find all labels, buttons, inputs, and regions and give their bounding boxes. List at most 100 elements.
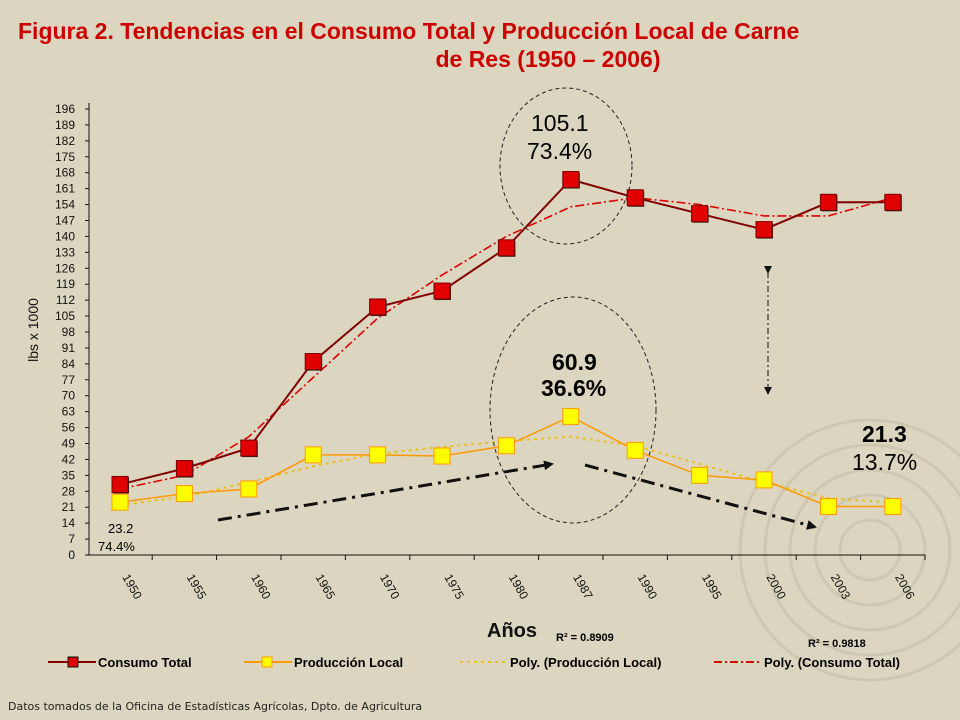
y-tick-label: 14	[62, 516, 76, 530]
y-tick-label: 0	[68, 548, 75, 562]
x-tick-label: 1980	[506, 572, 532, 602]
y-tick-label: 140	[55, 229, 75, 243]
point-produccion	[304, 446, 322, 464]
legend-label-poly-consumo: Poly. (Consumo Total)	[764, 655, 900, 670]
x-tick-label: 1965	[313, 572, 339, 602]
y-tick-label: 21	[62, 500, 76, 514]
y-tick-label: 133	[55, 245, 75, 259]
legend-item-poly-produccion: Poly. (Producción Local)	[460, 655, 661, 670]
y-tick-label: 56	[62, 421, 76, 435]
y-tick-label: 84	[62, 357, 76, 371]
rise-arrow	[217, 460, 554, 522]
y-tick-label: 161	[55, 182, 75, 196]
point-consumo	[497, 239, 515, 257]
x-tick-label: 2006	[892, 572, 918, 602]
peak-produccion-value: 60.9	[552, 349, 597, 375]
x-axis: 1950 1955 1960 1965 1970 1975 1980 1987 1990 1995…	[89, 554, 926, 602]
x-tick-label: 1995	[699, 572, 725, 602]
point-produccion	[111, 493, 129, 511]
y-tick-label: 105	[55, 309, 75, 323]
peak-produccion-pct: 36.6%	[541, 375, 606, 401]
legend-item-poly-consumo: Poly. (Consumo Total)	[714, 655, 900, 670]
legend-label-consumo: Consumo Total	[98, 655, 192, 670]
start-value-label: 23.2	[108, 521, 133, 536]
x-tick-label: 1990	[635, 572, 661, 602]
point-produccion	[562, 407, 580, 425]
point-consumo	[240, 439, 258, 457]
x-tick-label: 1960	[248, 572, 274, 602]
x-axis-label: Años	[487, 620, 537, 642]
y-tick-label: 112	[56, 293, 75, 307]
legend-item-consumo: Consumo Total	[48, 655, 192, 670]
end-pct-label: 13.7%	[852, 449, 917, 475]
y-tick-label: 168	[55, 166, 75, 180]
peak-consumo-value: 105.1	[531, 110, 589, 136]
point-produccion	[884, 498, 902, 516]
point-consumo	[369, 298, 387, 316]
y-tick-label: 189	[55, 118, 75, 132]
title-line-1: Figura 2. Tendencias en el Consumo Total…	[18, 18, 800, 44]
series-layer	[111, 171, 902, 516]
point-consumo	[111, 475, 129, 493]
point-produccion	[755, 471, 773, 489]
y-tick-label: 49	[62, 437, 76, 451]
fall-arrow	[584, 463, 817, 530]
point-produccion	[433, 447, 451, 465]
r2-produccion: R² = 0.8909	[556, 632, 614, 644]
point-consumo	[626, 189, 644, 207]
x-tick-label: 1950	[119, 572, 145, 602]
y-tick-label: 35	[62, 468, 76, 482]
peak-produccion-ellipse	[489, 296, 657, 524]
y-tick-label: 70	[62, 389, 76, 403]
y-tick-label: 28	[62, 484, 76, 498]
r2-consumo: R² = 0.9818	[808, 638, 866, 650]
y-tick-label: 147	[55, 214, 75, 228]
legend: Consumo Total Producción Local Poly. (Pr…	[48, 655, 900, 670]
peak-consumo-pct: 73.4%	[527, 138, 592, 164]
source-note: Datos tomados de la Oficina de Estadísti…	[8, 700, 423, 713]
point-consumo	[175, 460, 193, 478]
decorative-rings	[738, 418, 960, 682]
y-tick-label: 119	[56, 277, 75, 291]
series-line-produccion	[119, 415, 893, 508]
x-tick-label: 2000	[763, 572, 789, 602]
point-consumo	[304, 353, 322, 371]
point-consumo	[819, 193, 837, 211]
point-consumo	[691, 205, 709, 223]
x-tick-label: 1987	[570, 572, 596, 602]
y-tick-label: 7	[68, 532, 75, 546]
point-produccion	[175, 485, 193, 503]
y-tick-label: 77	[62, 373, 76, 387]
point-consumo	[562, 171, 580, 189]
point-produccion	[691, 466, 709, 484]
peak-consumo-ellipse	[499, 87, 633, 245]
start-pct-label: 74.4%	[98, 539, 135, 554]
point-produccion	[369, 446, 387, 464]
legend-label-produccion: Producción Local	[294, 655, 403, 670]
y-axis-label: lbs x 1000	[25, 298, 41, 362]
point-produccion	[240, 480, 258, 498]
point-produccion	[497, 437, 515, 455]
x-tick-label: 1955	[184, 572, 210, 602]
point-produccion	[626, 441, 644, 459]
y-tick-label: 63	[62, 405, 76, 419]
point-produccion	[819, 498, 837, 516]
y-tick-label: 175	[55, 150, 75, 164]
y-tick-label: 126	[55, 261, 75, 275]
end-value-label: 21.3	[862, 421, 907, 447]
point-consumo	[755, 221, 773, 239]
y-tick-label: 98	[62, 325, 76, 339]
point-consumo	[433, 282, 451, 300]
y-tick-label: 154	[55, 198, 75, 212]
x-tick-label: 1970	[377, 572, 403, 602]
x-tick-label: 2003	[828, 572, 854, 602]
y-tick-label: 196	[55, 102, 75, 116]
y-tick-label: 91	[62, 341, 76, 355]
y-tick-label: 42	[62, 452, 76, 466]
point-consumo	[884, 193, 902, 211]
title-line-2: de Res (1950 – 2006)	[435, 46, 661, 72]
x-tick-label: 1975	[441, 572, 467, 602]
legend-label-poly-produccion: Poly. (Producción Local)	[510, 655, 661, 670]
